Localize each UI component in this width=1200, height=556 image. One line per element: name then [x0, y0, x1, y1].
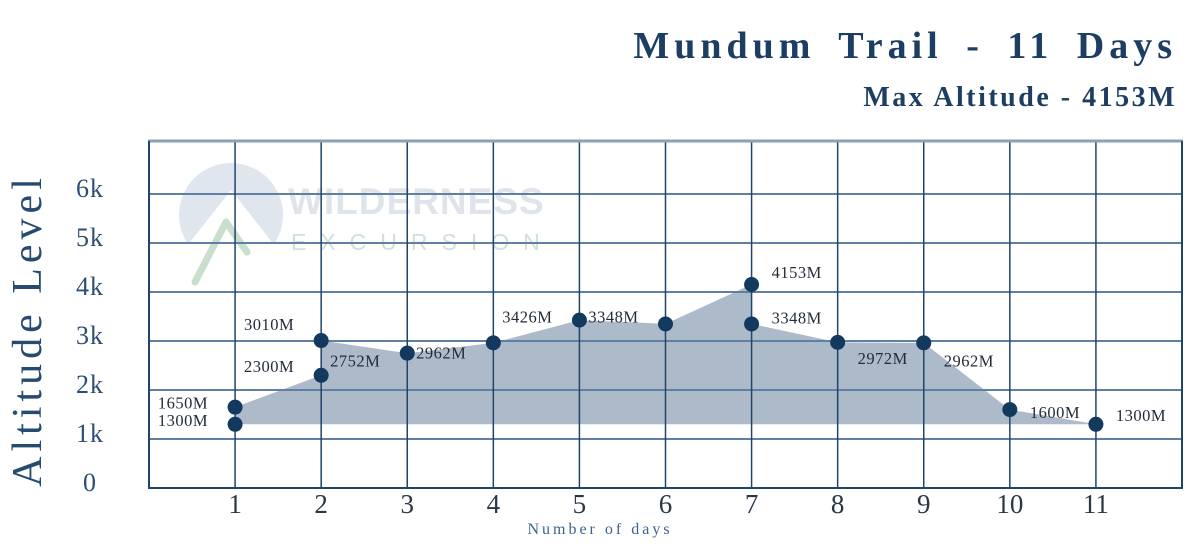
data-point-label: 2962M	[416, 343, 466, 362]
data-point	[830, 334, 846, 350]
data-point	[1002, 402, 1018, 418]
data-point	[744, 277, 760, 293]
data-point-label: 2972M	[858, 349, 908, 368]
chart-subtitle: Max Altitude - 4153M	[863, 82, 1177, 113]
data-point-label: 3426M	[502, 308, 552, 327]
data-point-label: 3348M	[772, 308, 822, 327]
y-axis-title: Altitude Level	[5, 173, 51, 487]
data-point	[313, 333, 329, 349]
y-tick-label: 4k	[76, 272, 104, 301]
y-tick-label: 5k	[76, 223, 104, 252]
data-point	[485, 335, 501, 351]
x-tick-label: 10	[996, 489, 1023, 519]
x-tick-label: 6	[659, 489, 673, 519]
x-tick-label: 2	[314, 489, 328, 519]
x-tick-label: 7	[745, 489, 759, 519]
data-point	[313, 367, 329, 383]
data-point-label: 1300M	[158, 411, 208, 430]
x-tick-label: 8	[831, 489, 845, 519]
x-tick-label: 1	[228, 489, 242, 519]
data-point-label: 3010M	[244, 315, 294, 334]
data-point-label: 1300M	[1116, 406, 1166, 425]
x-tick-label: 5	[573, 489, 587, 519]
x-tick-label: 11	[1083, 489, 1109, 519]
x-tick-label: 3	[401, 489, 415, 519]
data-point-label: 2752M	[330, 352, 380, 371]
y-tick-label: 1k	[76, 419, 104, 448]
y-tick-label: 6k	[76, 174, 104, 203]
x-tick-label: 9	[917, 489, 931, 519]
chart-title: Mundum Trail - 11 Days	[633, 25, 1177, 67]
data-point-label: 1650M	[158, 394, 208, 413]
y-tick-label: 0	[83, 468, 97, 497]
data-point	[1088, 416, 1104, 432]
data-point	[658, 316, 673, 332]
data-point	[916, 335, 932, 351]
data-point	[744, 316, 760, 332]
data-point-label: 4153M	[772, 263, 822, 282]
data-point-label: 2962M	[944, 351, 994, 370]
data-point	[571, 312, 587, 328]
x-tick-label: 4	[487, 489, 501, 519]
data-point	[227, 416, 243, 432]
x-axis-title: Number of days	[527, 521, 673, 538]
data-point	[399, 345, 415, 361]
y-tick-label: 3k	[76, 321, 104, 350]
y-tick-label: 2k	[76, 370, 104, 399]
data-point-label: 3348M	[588, 307, 638, 326]
data-point-label: 1600M	[1030, 403, 1080, 422]
data-point-label: 2300M	[244, 357, 294, 376]
data-point	[227, 399, 243, 415]
